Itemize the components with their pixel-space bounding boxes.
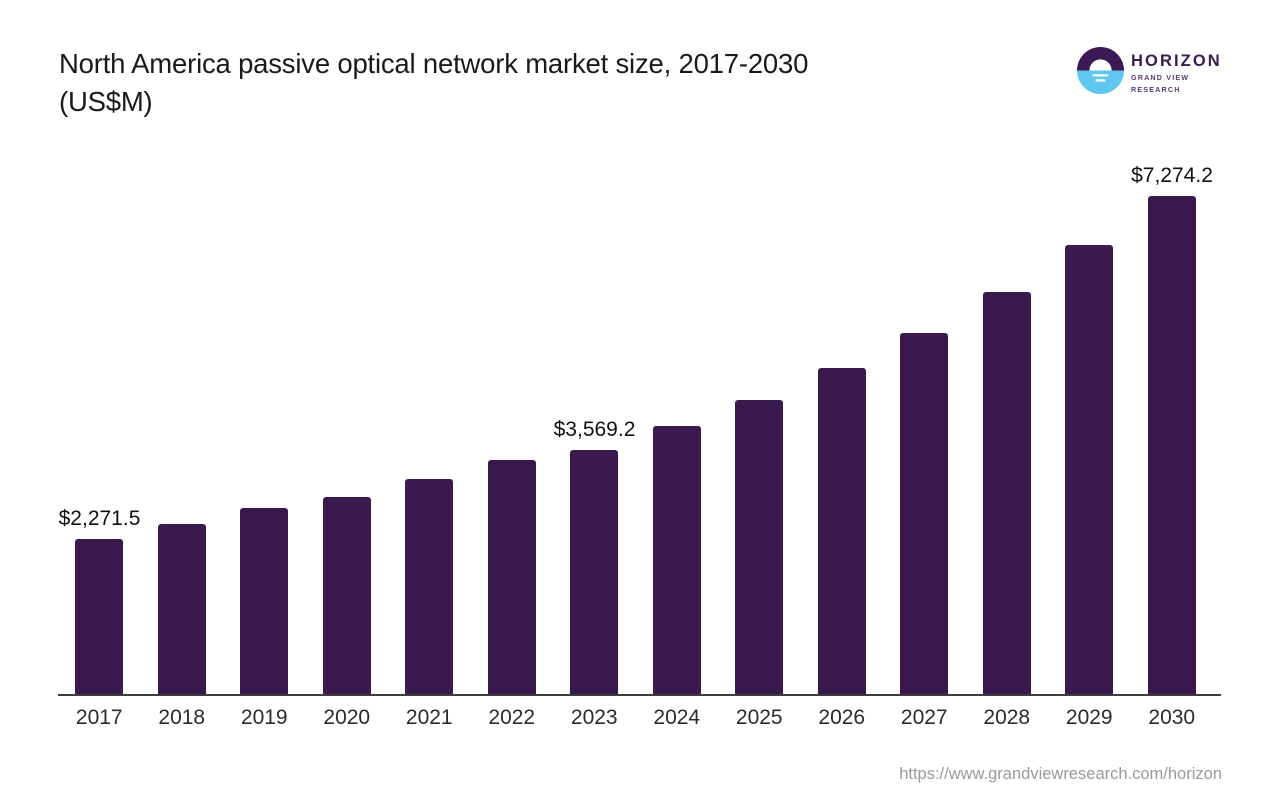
x-tick-2022: 2022 <box>488 706 536 729</box>
bar-value-label-2030: $7,274.2 <box>1131 164 1213 187</box>
x-tick-2025: 2025 <box>735 706 783 729</box>
x-tick-2030: 2030 <box>1148 706 1196 729</box>
bar-2024[interactable] <box>636 134 719 694</box>
x-tick-2017: 2017 <box>75 706 123 729</box>
bar-2021[interactable] <box>388 134 471 694</box>
bar-2023[interactable]: $3,569.2 <box>553 134 636 694</box>
bar-value-label-2017: $2,271.5 <box>58 506 141 530</box>
logo-wordmark: HORIZON GRAND VIEW RESEARCH <box>1131 52 1231 96</box>
bar-2028[interactable] <box>966 134 1049 694</box>
bar-2030[interactable]: $7,274.2 <box>1131 134 1214 694</box>
bar-rect-2026[interactable] <box>817 368 866 694</box>
bar-rect-2023[interactable] <box>570 449 618 694</box>
x-tick-2024: 2024 <box>653 706 701 729</box>
x-tick-2026: 2026 <box>818 706 866 729</box>
chart-header: North America passive optical network ma… <box>0 0 1280 150</box>
x-tick-2023: 2023 <box>570 706 618 729</box>
bar-2027[interactable] <box>883 134 966 694</box>
horizon-sunrise-circle-icon <box>1077 47 1124 94</box>
bar-rect-2019[interactable] <box>240 507 288 694</box>
horizon-logo[interactable]: HORIZON GRAND VIEW RESEARCH <box>1077 47 1227 95</box>
bar-rect-2025[interactable] <box>735 400 783 694</box>
x-tick-2021: 2021 <box>405 706 453 729</box>
logo-tagline: GRAND VIEW RESEARCH <box>1131 73 1190 94</box>
bar-rect-2017[interactable] <box>75 538 123 694</box>
bar-rect-2028[interactable] <box>982 292 1031 694</box>
bar-rect-2030[interactable] <box>1147 196 1196 694</box>
bar-rect-2018[interactable] <box>157 523 206 694</box>
x-tick-2018: 2018 <box>158 706 206 729</box>
x-tick-2028: 2028 <box>983 706 1031 729</box>
bar-2026[interactable] <box>801 134 884 694</box>
bar-2020[interactable] <box>306 134 389 694</box>
bar-2022[interactable] <box>471 134 554 694</box>
x-tick-2020: 2020 <box>323 706 371 729</box>
x-tick-2029: 2029 <box>1065 706 1113 729</box>
page-title: North America passive optical network ma… <box>59 48 809 117</box>
bar-2029[interactable] <box>1048 134 1131 694</box>
bar-rect-2020[interactable] <box>322 496 371 694</box>
x-tick-2027: 2027 <box>900 706 948 729</box>
x-axis-line <box>58 694 1221 696</box>
bar-2017[interactable]: $2,271.5 <box>58 134 141 694</box>
bar-2025[interactable] <box>718 134 801 694</box>
bar-rect-2022[interactable] <box>487 459 536 694</box>
logo-name: HORIZON <box>1131 52 1222 70</box>
bar-rect-2024[interactable] <box>652 425 701 694</box>
bar-rect-2029[interactable] <box>1065 244 1113 694</box>
bar-rect-2027[interactable] <box>900 333 948 694</box>
bar-2018[interactable] <box>141 134 224 694</box>
bar-value-label-2023: $3,569.2 <box>553 417 636 441</box>
x-tick-2019: 2019 <box>240 706 288 729</box>
bar-rect-2021[interactable] <box>405 478 453 694</box>
bar-2019[interactable] <box>223 134 306 694</box>
source-url[interactable]: https://www.grandviewresearch.com/horizo… <box>899 765 1222 783</box>
